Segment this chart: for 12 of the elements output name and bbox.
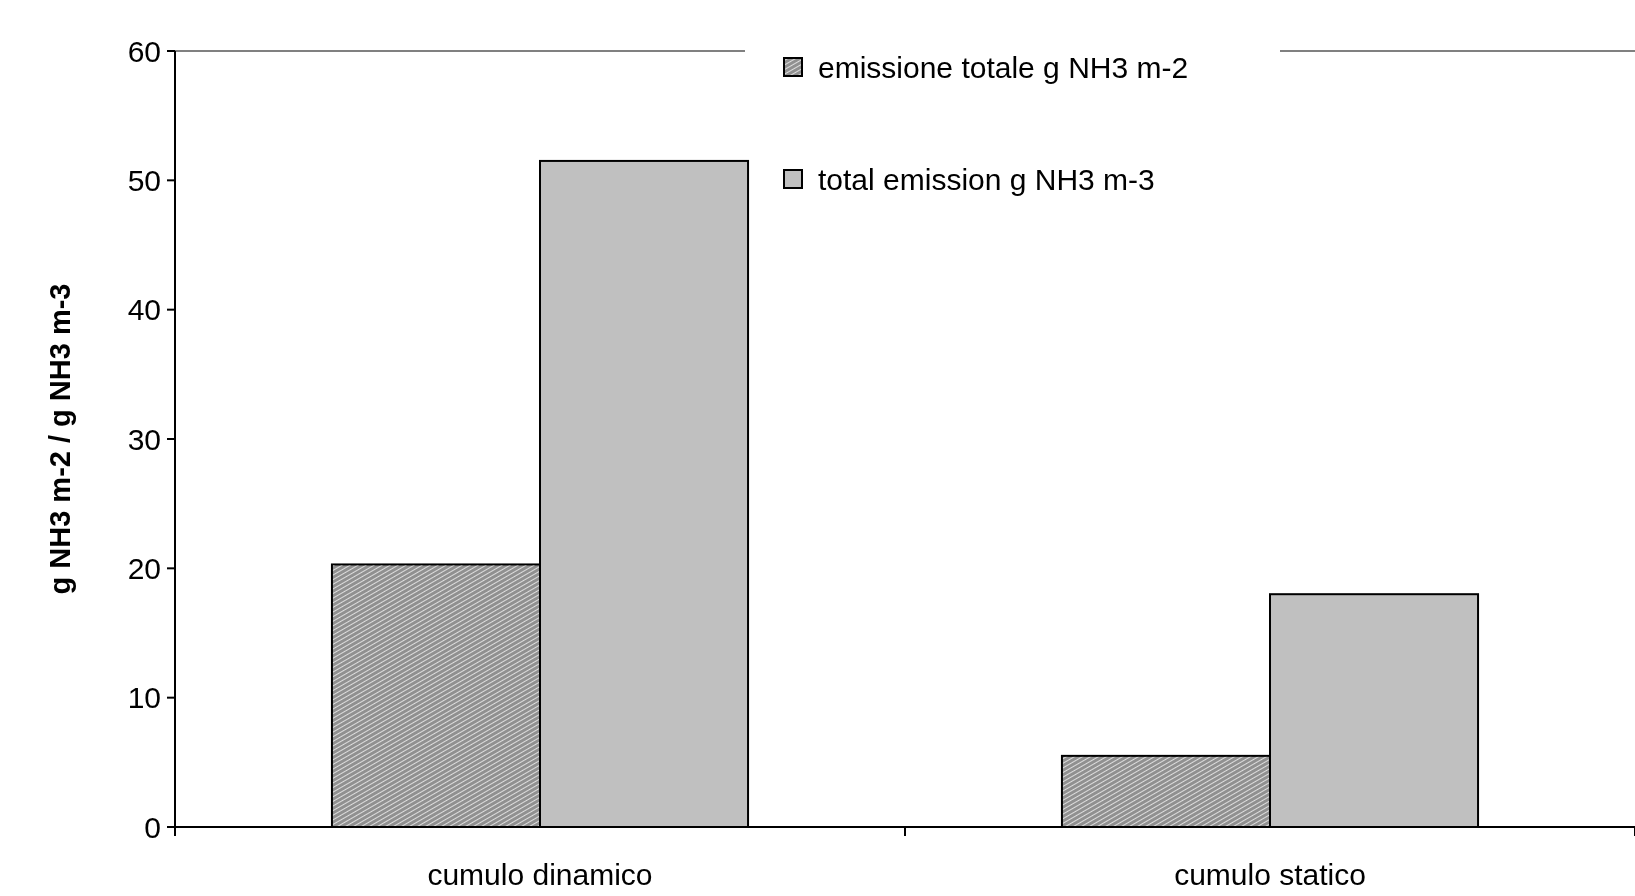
legend-label: emissione totale g NH3 m-2: [818, 50, 1189, 84]
y-tick-label: 0: [144, 810, 161, 844]
y-tick-label: 60: [127, 34, 161, 68]
y-tick-label: 20: [127, 551, 161, 585]
x-tick-label: cumulo statico: [1174, 858, 1366, 891]
y-tick-label: 10: [127, 681, 161, 715]
legend-label: total emission g NH3 m-3: [818, 162, 1155, 196]
y-tick-label: 30: [127, 422, 161, 456]
y-tick-label: 50: [127, 163, 161, 197]
y-axis-title: g NH3 m-2 / g NH3 m-3: [44, 283, 76, 595]
y-tick-label: 40: [127, 293, 161, 327]
x-tick-label: cumulo dinamico: [427, 858, 653, 891]
